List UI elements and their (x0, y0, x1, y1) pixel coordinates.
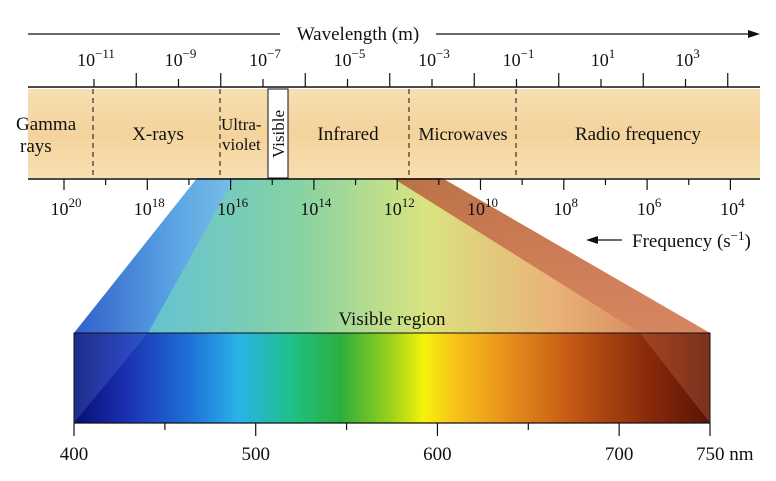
region-gamma-line1: Gamma (16, 114, 77, 135)
wavelength-tick-label: 103 (675, 46, 700, 70)
frequency-tick-label-exp: 18 (152, 195, 165, 210)
nm-tick-label: 600 (423, 444, 452, 465)
wavelength-tick-label-exp: −1 (521, 46, 535, 61)
frequency-tick-label-exp: 8 (572, 195, 579, 210)
region-microwaves: Microwaves (419, 124, 508, 144)
wavelength-tick-label: 10−5 (334, 46, 366, 70)
region-uv-line1: Ultra- (221, 115, 262, 134)
frequency-tick-label-base: 10 (384, 199, 402, 219)
wavelength-tick-label-base: 10 (77, 50, 95, 70)
wavelength-tick-label: 101 (591, 46, 616, 70)
nm-tick-label: 400 (60, 444, 89, 465)
frequency-tick-label: 104 (720, 195, 745, 219)
visible-slot (267, 88, 289, 179)
frequency-tick-label-base: 10 (720, 199, 738, 219)
frequency-tick-label-exp: 20 (69, 195, 82, 210)
frequency-tick-label-exp: 14 (318, 195, 332, 210)
frequency-tick-label: 108 (554, 195, 579, 219)
frequency-axis-title: Frequency (s−1) (586, 228, 751, 252)
nm-axis: 400 500 600 700 750 nm (60, 422, 754, 465)
frequency-tick-axis: 1020 1018 1016 1014 1012 1010 108 106 104 (28, 178, 760, 219)
wavelength-axis-title: Wavelength (m) (28, 24, 760, 45)
frequency-tick-label-base: 10 (637, 199, 655, 219)
spectrum-blue-overlay (74, 333, 148, 423)
wavelength-tick-label: 10−9 (165, 46, 197, 70)
frequency-tick-label: 1020 (51, 195, 82, 219)
wavelength-title: Wavelength (m) (297, 24, 419, 45)
region-uv-line2: violet (222, 135, 261, 154)
frequency-tick-label-base: 10 (217, 199, 235, 219)
frequency-tick-label: 1014 (300, 195, 332, 219)
wavelength-tick-label-exp: 3 (693, 46, 700, 61)
frequency-tick-label: 1012 (384, 195, 415, 219)
nm-tick-label: 500 (241, 444, 270, 465)
wavelength-tick-label-base: 10 (165, 50, 183, 70)
frequency-tick-label-base: 10 (300, 199, 318, 219)
frequency-tick-label-exp: 12 (402, 195, 415, 210)
frequency-tick-label-exp: 16 (235, 195, 249, 210)
frequency-title: Frequency (s−1) (632, 228, 751, 252)
frequency-tick-label-exp: 4 (738, 195, 745, 210)
region-visible: Visible (269, 110, 288, 158)
frequency-title-close: ) (745, 231, 751, 252)
spectrum-gradient (74, 333, 710, 423)
frequency-tick-label-exp: 6 (655, 195, 662, 210)
wavelength-tick-label-base: 10 (503, 50, 521, 70)
wavelength-tick-label-base: 10 (591, 50, 609, 70)
wavelength-tick-label-base: 10 (334, 50, 352, 70)
wavelength-tick-label: 10−3 (418, 46, 450, 70)
frequency-tick-label-base: 10 (134, 199, 152, 219)
wavelength-tick-label-base: 10 (675, 50, 693, 70)
region-xrays: X-rays (132, 124, 184, 145)
wavelength-tick-axis: 10−11 10−9 10−7 10−5 10−3 10−1 101 103 (28, 46, 760, 88)
wavelength-tick-label-exp: −7 (267, 46, 281, 61)
frequency-tick-label-base: 10 (467, 199, 485, 219)
wavelength-tick-label-exp: 1 (609, 46, 616, 61)
nm-tick-label-last: 750 nm (696, 444, 754, 465)
wavelength-tick-label-base: 10 (418, 50, 436, 70)
region-radio: Radio frequency (575, 124, 702, 145)
nm-tick-label: 700 (605, 444, 634, 465)
frequency-tick-label: 1016 (217, 195, 249, 219)
frequency-tick-label: 106 (637, 195, 662, 219)
wavelength-tick-label: 10−7 (249, 46, 281, 70)
region-labels: Gamma rays X-rays Ultra- violet Visible … (16, 110, 702, 158)
wavelength-tick-label: 10−11 (77, 46, 115, 70)
wavelength-tick-label-base: 10 (249, 50, 267, 70)
frequency-tick-label: 1010 (467, 195, 498, 219)
wavelength-tick-label-exp: −5 (352, 46, 366, 61)
frequency-tick-label-base: 10 (51, 199, 69, 219)
frequency-title-exp: −1 (731, 228, 745, 243)
region-gamma-line2: rays (20, 136, 52, 157)
frequency-tick-label-base: 10 (554, 199, 572, 219)
wavelength-tick-label-exp: −3 (436, 46, 450, 61)
visible-spectrum-bar (73, 332, 711, 424)
wavelength-tick-label-exp: −11 (95, 46, 115, 61)
frequency-tick-label-exp: 10 (485, 195, 498, 210)
spectrum-band (28, 88, 760, 179)
region-infrared: Infrared (317, 124, 379, 145)
frequency-title-text: Frequency (s (632, 231, 731, 252)
visible-region-label: Visible region (338, 309, 446, 330)
wavelength-tick-label-exp: −9 (183, 46, 197, 61)
band-background (28, 89, 760, 178)
spectrum-red-overlay (640, 333, 710, 423)
frequency-tick-label: 1018 (134, 195, 165, 219)
wavelength-tick-label: 10−1 (503, 46, 535, 70)
